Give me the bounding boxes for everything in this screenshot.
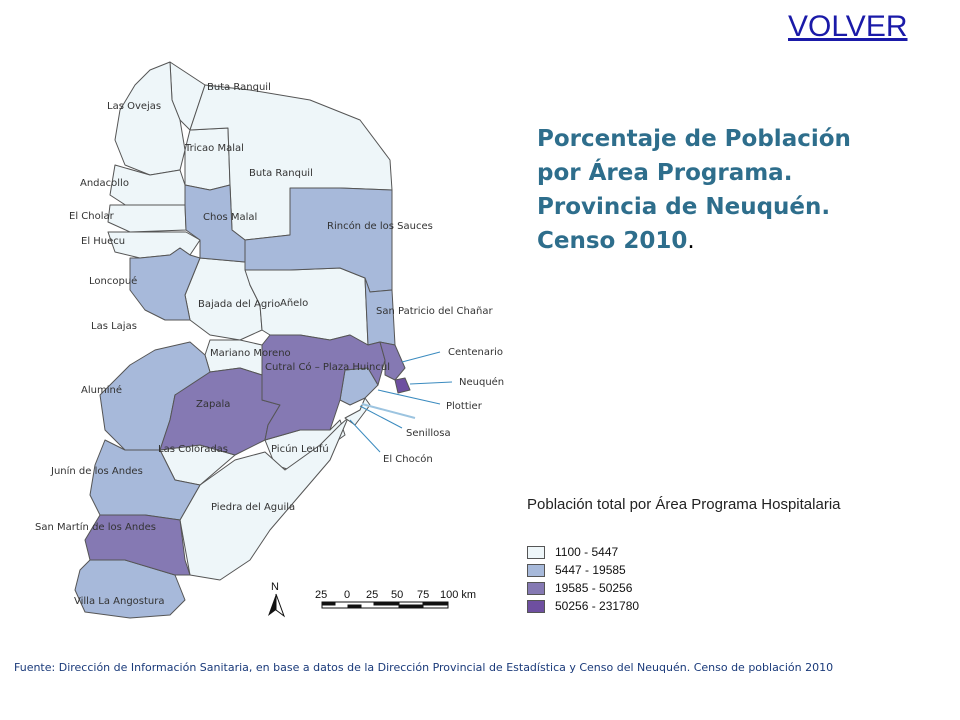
north-label: N	[271, 581, 279, 593]
legend-label: 19585 - 50256	[555, 581, 633, 595]
legend-item: 19585 - 50256	[527, 581, 632, 595]
callout-el-chocon	[349, 419, 381, 453]
legend-item: 50256 - 231780	[527, 599, 639, 613]
source-note: Fuente: Dirección de Información Sanitar…	[14, 661, 834, 674]
map-title-text: Porcentaje de Población por Área Program…	[537, 126, 851, 254]
label-andacollo: Andacollo	[80, 178, 129, 189]
legend-swatch	[527, 563, 545, 577]
area-san-martin-de-los-andes[interactable]	[84, 514, 191, 576]
label-rincon: Rincón de los Sauces	[327, 220, 433, 232]
label-picun: Picún Leufú	[271, 443, 329, 455]
scale-bar: 25 0 25 50 75 100 km	[315, 589, 476, 609]
legend-label: 1100 - 5447	[555, 545, 619, 559]
label-buta-ranquil: Buta Ranquil	[249, 168, 313, 179]
label-las-ovejas-text: Las Ovejas	[107, 101, 161, 112]
callout-neuquen	[409, 381, 453, 385]
legend-label: 5447 - 19585	[555, 563, 626, 577]
label-loncopue: Loncopué	[89, 275, 137, 287]
legend-label: 50256 - 231780	[555, 599, 640, 613]
label-alumine: Aluminé	[81, 384, 122, 396]
label-junin: Junín de los Andes	[50, 465, 143, 477]
label-el-chocon: El Chocón	[383, 453, 433, 465]
map-title: Porcentaje de Población por Área Program…	[537, 122, 857, 258]
area-neuquen[interactable]	[394, 377, 411, 394]
north-arrow-icon: N	[268, 581, 286, 618]
area-piedra-del-aguila[interactable]	[179, 417, 349, 581]
label-tricao-malal: Tricao Malal	[184, 143, 244, 154]
label-senillosa: Senillosa	[406, 428, 451, 439]
scale-tick-1: 0	[344, 589, 350, 601]
label-neuquen: Neuquén	[459, 376, 504, 388]
label-piedra: Piedra del Aguila	[211, 502, 295, 513]
label-mariano: Mariano Moreno	[210, 348, 291, 359]
label-las-ovejas: Las Ovejas	[107, 101, 161, 112]
scale-tick-5: 100 km	[440, 589, 476, 601]
map-title-period: .	[687, 228, 695, 254]
label-san-martin: San Martín de los Andes	[35, 521, 156, 533]
label-las-lajas: Las Lajas	[91, 321, 137, 332]
label-plottier: Plottier	[446, 401, 483, 412]
label-san-patricio: San Patricio del Chañar	[376, 306, 493, 317]
label-anelo: Añelo	[280, 298, 308, 309]
scale-tick-0: 25	[315, 589, 327, 601]
callout-centenario	[401, 351, 441, 363]
scale-tick-4: 75	[417, 589, 429, 601]
legend-title: Población total por Área Programa Hospit…	[527, 496, 841, 513]
callout-plottier	[377, 389, 441, 405]
legend-swatch	[527, 581, 545, 595]
label-cutral: Cutral Có – Plaza Huincul	[265, 361, 390, 373]
scale-tick-2: 25	[366, 589, 378, 601]
scale-tick-3: 50	[391, 589, 403, 601]
label-las-coloradas: Las Coloradas	[158, 444, 228, 455]
legend-swatch	[527, 545, 545, 559]
label-chos-malal: Chos Malal	[203, 212, 257, 223]
river	[361, 403, 416, 419]
area-rincon-de-los-sauces[interactable]	[244, 187, 393, 293]
label-zapala: Zapala	[196, 399, 230, 410]
label-buta-ranquil-north: Buta Ranquil	[207, 82, 271, 93]
area-loncopue[interactable]	[129, 247, 201, 321]
legend-item: 1100 - 5447	[527, 545, 618, 559]
area-el-cholar[interactable]	[107, 204, 187, 233]
label-villa: Villa La Angostura	[74, 596, 165, 607]
callout-senillosa	[359, 405, 403, 429]
area-tricao-malal[interactable]	[184, 127, 231, 191]
volver-link[interactable]: VOLVER	[788, 10, 908, 43]
label-centenario: Centenario	[448, 347, 503, 358]
legend-swatch	[527, 599, 545, 613]
label-el-huecu: El Huecu	[81, 236, 125, 247]
legend-item: 5447 - 19585	[527, 563, 626, 577]
label-el-cholar: El Cholar	[69, 211, 115, 222]
area-cutral-co[interactable]	[261, 334, 386, 441]
label-bajada: Bajada del Agrio	[198, 299, 280, 310]
